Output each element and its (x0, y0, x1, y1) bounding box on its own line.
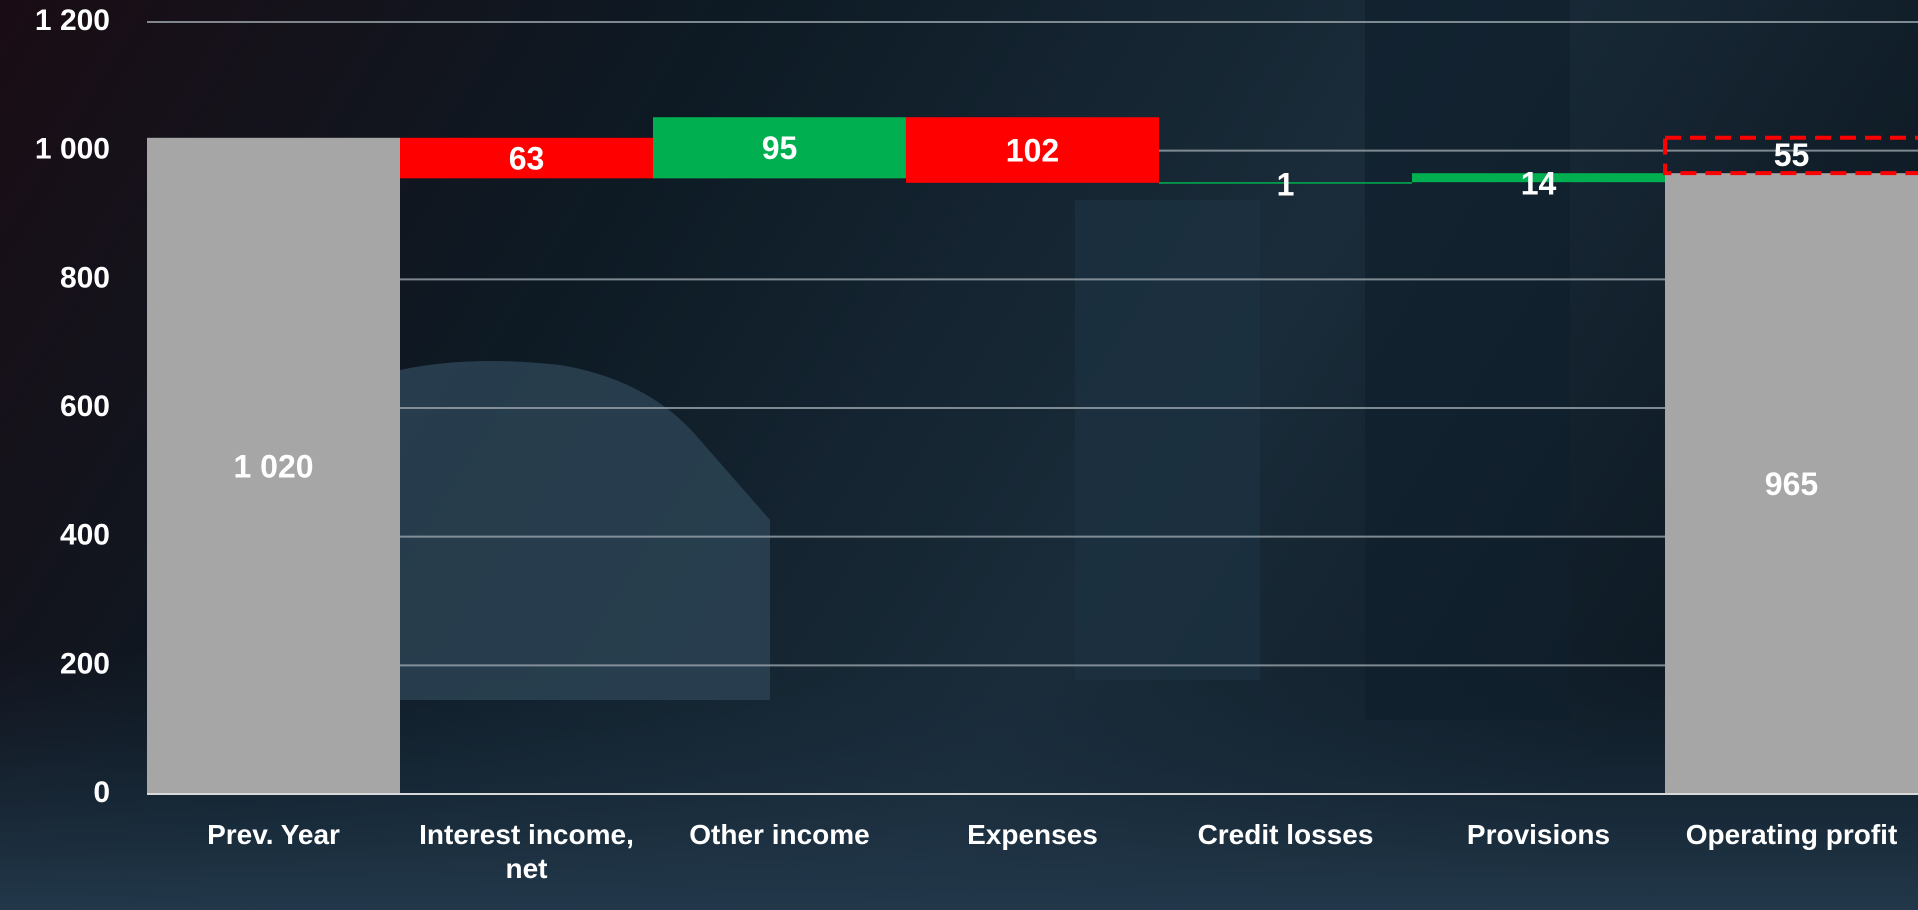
x-tick-label: Provisions (1466, 819, 1611, 850)
annotation-box (1663, 135, 1918, 176)
bar (906, 117, 1159, 183)
annotation-label: 55 (1774, 137, 1810, 173)
pillar (1365, 0, 1570, 720)
y-tick-label: 800 (60, 261, 110, 294)
y-tick-label: 200 (60, 647, 110, 680)
value-label: 1 (1277, 166, 1295, 202)
value-label: 965 (1765, 466, 1818, 502)
x-tick-label: Interest income, net (419, 819, 634, 884)
value-label: 102 (1006, 132, 1059, 168)
bar (1665, 173, 1918, 794)
bar (653, 117, 906, 179)
bar (1159, 182, 1412, 184)
car (400, 361, 770, 700)
value-label: 1 020 (233, 448, 313, 484)
value-label: 14 (1521, 166, 1557, 202)
value-label: 63 (509, 141, 545, 177)
bar (400, 137, 653, 179)
bar (147, 137, 400, 795)
wall (1075, 200, 1260, 680)
x-tick-label: Operating profit (1685, 819, 1898, 850)
bar (1412, 173, 1665, 183)
y-tick-label: 600 (60, 390, 110, 423)
y-tick-label: 1 000 (35, 133, 110, 166)
value-label: 95 (762, 130, 798, 166)
x-tick-label: Credit losses (1197, 819, 1374, 850)
x-tick-label: Other income (689, 819, 870, 850)
x-tick-label: Expenses (967, 819, 1098, 850)
y-tick-label: 0 (93, 776, 110, 809)
x-tick-label: Prev. Year (207, 819, 340, 850)
y-tick-label: 400 (60, 519, 110, 552)
y-tick-label: 1 200 (35, 4, 110, 37)
